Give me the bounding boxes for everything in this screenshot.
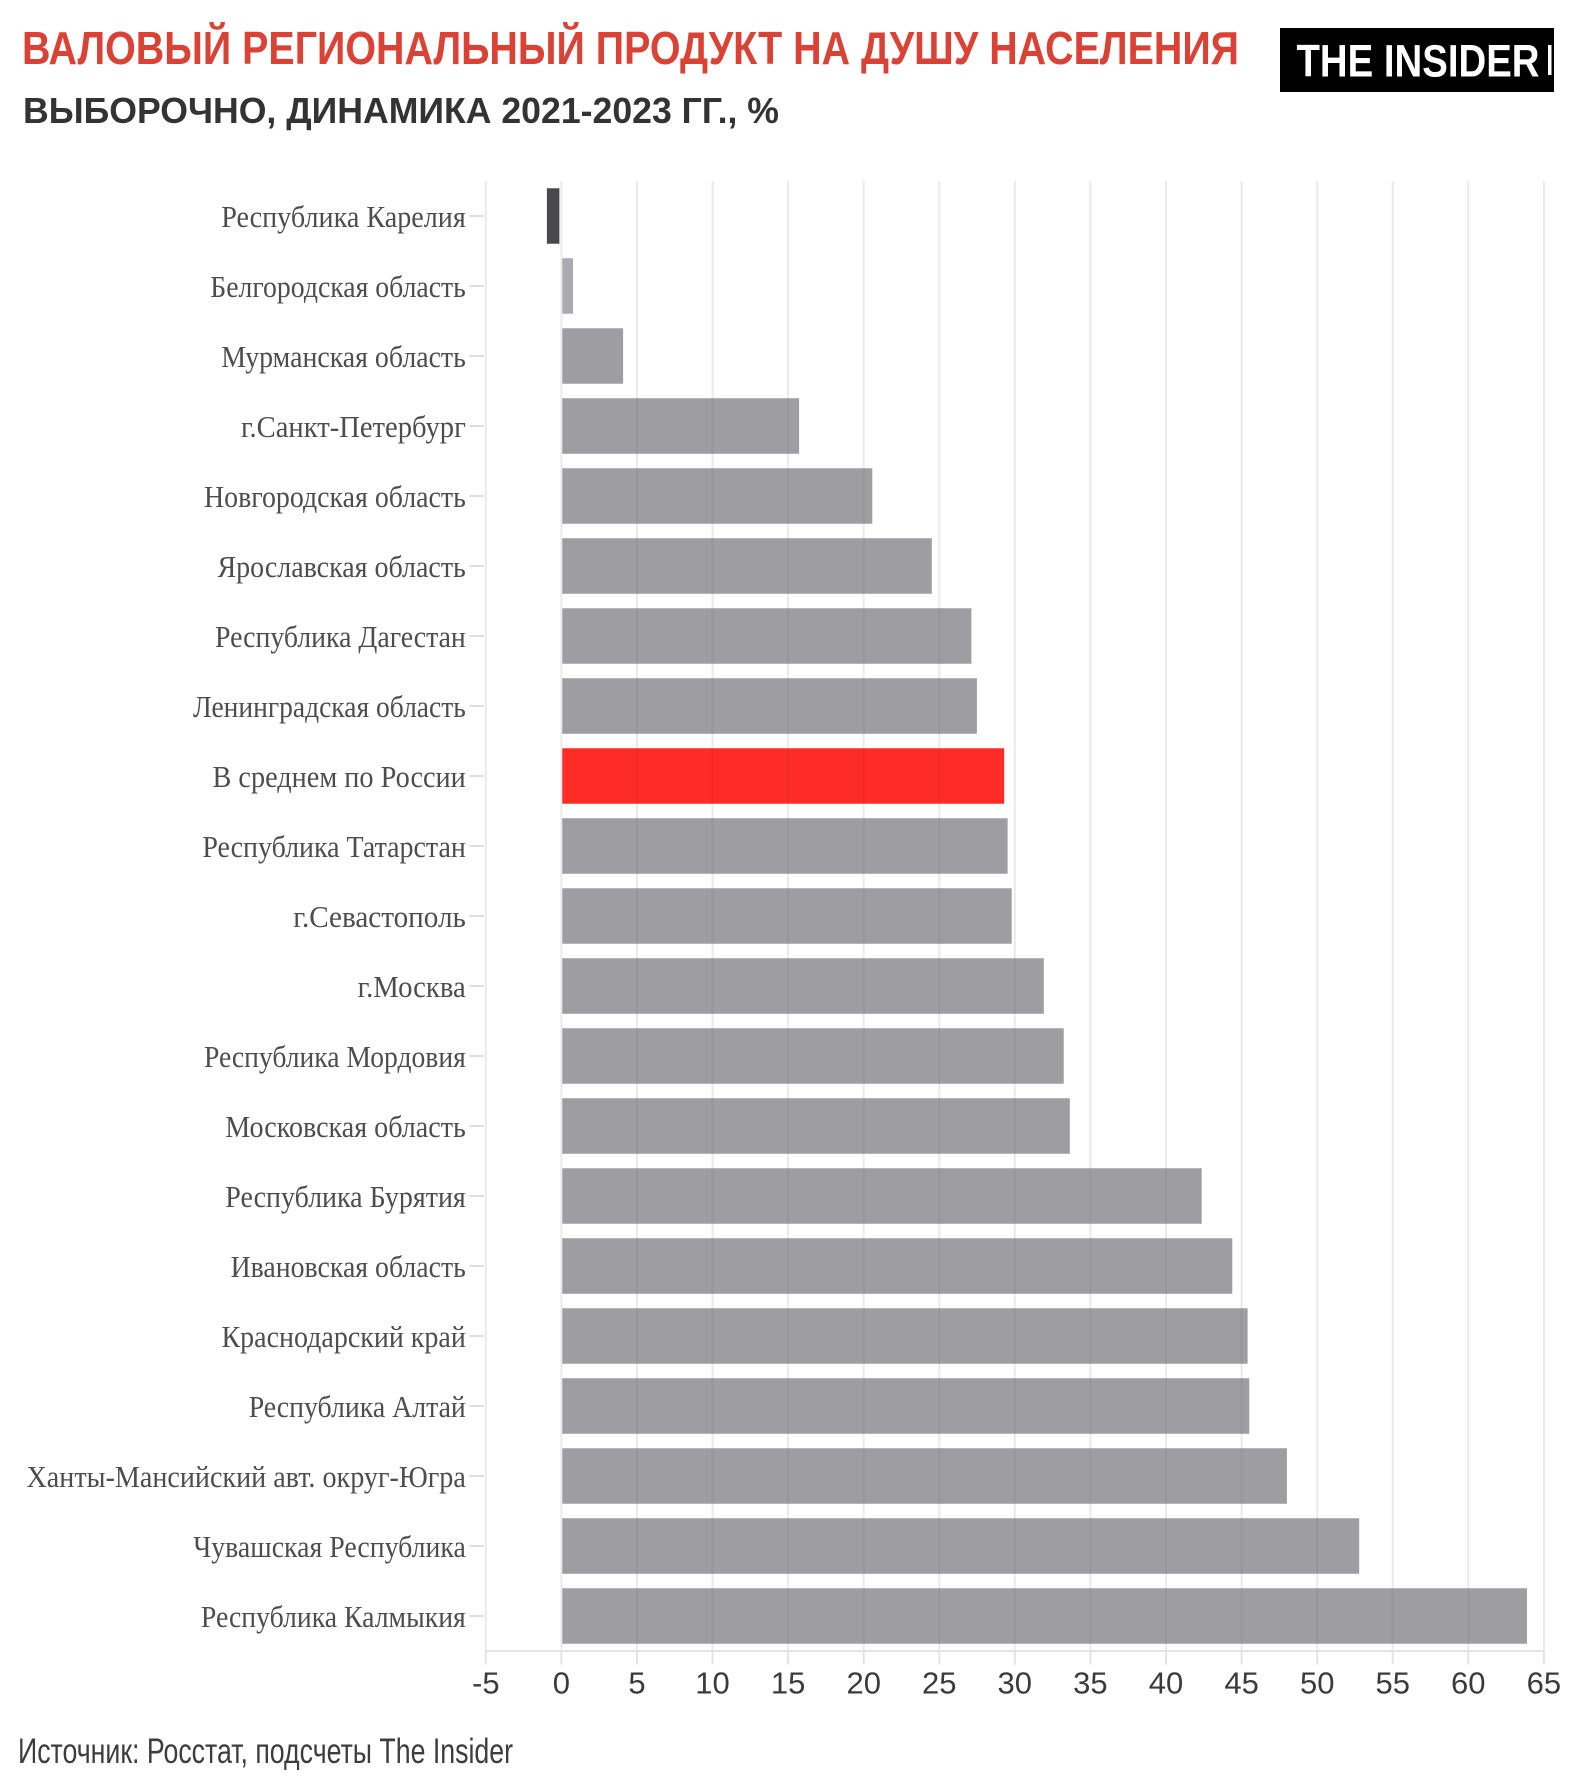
svg-text:-5: -5 — [472, 1666, 500, 1701]
svg-text:20: 20 — [846, 1666, 880, 1701]
svg-text:55: 55 — [1375, 1666, 1409, 1701]
svg-text:Московская область: Московская область — [225, 1109, 466, 1144]
svg-text:60: 60 — [1451, 1666, 1485, 1701]
svg-text:65: 65 — [1527, 1666, 1561, 1701]
svg-text:Белгородская область: Белгородская область — [210, 269, 466, 304]
svg-text:Республика Бурятия: Республика Бурятия — [225, 1179, 466, 1214]
svg-text:50: 50 — [1300, 1666, 1334, 1701]
svg-text:25: 25 — [922, 1666, 956, 1701]
svg-text:В среднем по России: В среднем по России — [213, 759, 466, 794]
svg-text:15: 15 — [771, 1666, 805, 1701]
svg-text:Республика Мордовия: Республика Мордовия — [204, 1039, 466, 1074]
svg-text:ВАЛОВЫЙ РЕГИОНАЛЬНЫЙ ПРОДУКТ Н: ВАЛОВЫЙ РЕГИОНАЛЬНЫЙ ПРОДУКТ НА ДУШУ НАС… — [22, 22, 1239, 74]
svg-text:0: 0 — [553, 1666, 570, 1701]
svg-text:THE INSIDER: THE INSIDER — [1297, 36, 1540, 87]
svg-text:Новгородская область: Новгородская область — [204, 479, 466, 514]
svg-text:Ивановская область: Ивановская область — [231, 1249, 466, 1284]
svg-text:г.Санкт-Петербург: г.Санкт-Петербург — [241, 409, 466, 444]
svg-text:Республика Карелия: Республика Карелия — [221, 199, 466, 234]
svg-text:г.Москва: г.Москва — [358, 969, 466, 1004]
svg-text:40: 40 — [1149, 1666, 1183, 1701]
svg-text:10: 10 — [695, 1666, 729, 1701]
svg-text:Чувашская Республика: Чувашская Республика — [193, 1529, 466, 1564]
svg-text:Краснодарский край: Краснодарский край — [222, 1319, 466, 1354]
svg-text:Республика Алтай: Республика Алтай — [249, 1389, 466, 1424]
svg-text:Ханты-Мансийский авт. округ-Юг: Ханты-Мансийский авт. округ-Югра — [27, 1459, 467, 1494]
svg-text:Ярославская область: Ярославская область — [218, 549, 466, 584]
svg-text:35: 35 — [1073, 1666, 1107, 1701]
svg-text:45: 45 — [1224, 1666, 1258, 1701]
svg-text:г.Севастополь: г.Севастополь — [293, 899, 466, 934]
svg-text:Источник: Росстат, подсчеты Th: Источник: Росстат, подсчеты The Insider — [18, 1732, 513, 1771]
svg-text:Ленинградская область: Ленинградская область — [193, 689, 466, 724]
svg-text:30: 30 — [998, 1666, 1032, 1701]
svg-text:Республика Калмыкия: Республика Калмыкия — [201, 1599, 466, 1634]
svg-text:ВЫБОРОЧНО, ДИНАМИКА 2021-2023: ВЫБОРОЧНО, ДИНАМИКА 2021-2023 ГГ., % — [23, 90, 779, 131]
svg-text:5: 5 — [628, 1666, 645, 1701]
svg-text:Республика Дагестан: Республика Дагестан — [215, 619, 466, 654]
svg-text:Мурманская область: Мурманская область — [221, 339, 466, 374]
svg-text:Республика Татарстан: Республика Татарстан — [202, 829, 465, 864]
